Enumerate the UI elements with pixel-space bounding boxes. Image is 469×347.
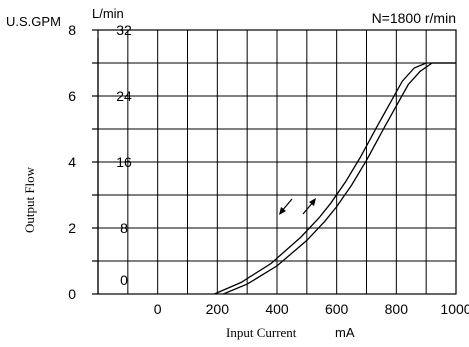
left-axis-ticks [92, 29, 98, 295]
series-line-1 [223, 62, 456, 295]
y-left-tick-label: 8 [68, 22, 76, 38]
y-axis-title: Output Flow [22, 166, 37, 233]
x-axis-title: Input Current [226, 325, 297, 340]
grid-layer [98, 30, 456, 294]
arrow-down-head [279, 207, 286, 215]
direction-arrows [279, 198, 316, 215]
series-line-2 [214, 62, 456, 295]
y-left-tick-label: 2 [68, 220, 76, 236]
x-tick-label: 600 [325, 301, 349, 317]
y-right-tick-label: 8 [120, 220, 128, 236]
y-left-tick-label: 0 [68, 286, 76, 302]
y-left-tick-label: 6 [68, 88, 76, 104]
x-tick-label: 800 [385, 301, 409, 317]
y-left-unit-label: U.S.GPM [6, 14, 61, 29]
y-right-unit-label: L/min [92, 6, 124, 21]
x-tick-label: 400 [265, 301, 289, 317]
y-right-tick-label: 32 [116, 22, 132, 38]
x-tick-label: 0 [154, 301, 162, 317]
curve-layer [214, 62, 456, 295]
arrow-up-head [309, 198, 316, 206]
y-right-tick-label: 16 [116, 154, 132, 170]
y-right-tick-label: 0 [120, 272, 128, 288]
x-axis-unit: mA [335, 325, 355, 340]
x-tick-label: 200 [206, 301, 230, 317]
condition-label: N=1800 r/min [372, 10, 456, 26]
y-right-tick-label: 24 [116, 88, 132, 104]
x-tick-label: 1000 [440, 301, 469, 317]
y-left-tick-label: 4 [68, 154, 76, 170]
